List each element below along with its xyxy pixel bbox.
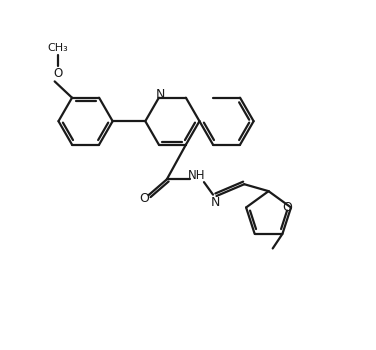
Text: N: N <box>156 88 165 101</box>
Text: O: O <box>282 201 292 214</box>
Text: N: N <box>211 196 220 209</box>
Text: NH: NH <box>188 169 205 182</box>
Text: O: O <box>53 67 63 80</box>
Text: CH₃: CH₃ <box>48 43 68 53</box>
Text: O: O <box>139 192 149 205</box>
